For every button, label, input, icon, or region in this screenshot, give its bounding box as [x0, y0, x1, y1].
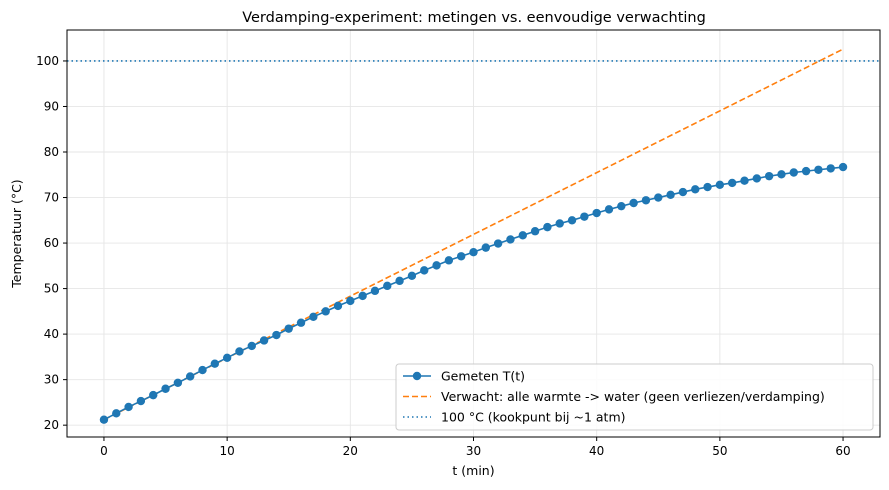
y-tick-label: 70: [44, 191, 59, 205]
measured-point: [629, 198, 638, 208]
y-tick-label: 40: [44, 327, 59, 341]
y-tick-label: 80: [44, 145, 59, 159]
x-tick-label: 50: [712, 444, 727, 458]
legend-entry-expected: Verwacht: alle warmte -> water (geen ver…: [403, 389, 825, 404]
y-tick-label: 60: [44, 236, 59, 250]
measured-point: [617, 201, 626, 211]
measured-point: [136, 396, 146, 406]
x-tick-label: 10: [219, 444, 234, 458]
measured-point: [284, 324, 293, 333]
measured-point: [173, 378, 183, 388]
measured-point: [321, 307, 330, 316]
measured-point: [814, 165, 823, 174]
measured-point: [764, 171, 774, 181]
measured-point: [666, 190, 675, 200]
legend-label-expected: Verwacht: alle warmte -> water (geen ver…: [441, 389, 825, 404]
measured-point: [678, 187, 688, 197]
legend-entry-measured: Gemeten T(t): [403, 369, 525, 384]
measured-point: [555, 219, 564, 228]
measured-point: [210, 359, 220, 368]
y-tick-label: 90: [44, 99, 59, 113]
y-tick-label: 30: [44, 373, 59, 387]
measured-point: [149, 390, 158, 400]
measured-point: [247, 341, 256, 351]
measured-point: [235, 347, 244, 356]
measured-point: [654, 193, 663, 202]
measured-point: [518, 231, 527, 240]
measured-point: [789, 168, 798, 177]
grid-lines: [67, 30, 880, 437]
measured-point: [161, 384, 170, 393]
measured-point: [346, 296, 355, 306]
x-tick-label: 20: [343, 444, 358, 458]
measured-point: [567, 216, 577, 225]
measured-point: [259, 336, 269, 345]
measured-point: [604, 205, 614, 214]
measured-point: [456, 252, 466, 261]
measured-point: [691, 185, 700, 194]
measured-point: [777, 170, 786, 179]
y-axis-label: Temperatuur (°C): [9, 179, 24, 288]
x-tick-label: 30: [466, 444, 481, 458]
measured-point: [703, 182, 712, 192]
measured-point: [592, 208, 601, 218]
x-tick-label: 60: [835, 444, 850, 458]
chart-title: Verdamping-experiment: metingen vs. eenv…: [242, 10, 706, 26]
measured-point: [752, 174, 762, 183]
measured-point: [727, 178, 737, 188]
legend-box: [395, 363, 874, 431]
measured-point: [740, 176, 749, 185]
measured-point: [444, 256, 454, 265]
plot-area: [67, 48, 880, 424]
measured-point: [493, 239, 503, 248]
measured-point: [543, 222, 552, 232]
measured-point: [333, 301, 343, 311]
legend-marker-measured: [412, 371, 422, 381]
measured-point: [506, 235, 515, 244]
measured-point: [641, 196, 651, 205]
x-axis-ticks: 0 10 20 30 40 50 60: [100, 437, 851, 458]
measured-point: [99, 415, 109, 424]
measured-point: [185, 372, 195, 381]
legend-label-measured: Gemeten T(t): [441, 369, 525, 384]
measured-point: [838, 162, 848, 172]
legend-entry-boiling-point: 100 °C (kookpunt bij ~1 atm): [403, 410, 626, 425]
measured-point: [715, 180, 725, 189]
measured-point: [222, 353, 232, 362]
measured-point: [580, 212, 589, 221]
y-tick-label: 50: [44, 282, 59, 296]
x-tick-label: 0: [100, 444, 108, 458]
measured-point: [530, 227, 540, 236]
measured-point: [826, 164, 835, 173]
x-tick-label: 40: [589, 444, 604, 458]
measured-point: [370, 286, 380, 296]
legend: Gemeten T(t) Verwacht: alle warmte -> wa…: [395, 363, 874, 431]
measured-point: [395, 276, 404, 286]
x-axis-label: t (min): [452, 463, 494, 478]
legend-label-boiling-point: 100 °C (kookpunt bij ~1 atm): [441, 410, 626, 425]
measured-point: [407, 271, 417, 281]
y-axis-ticks: 20 30 40 50 60 70 80 90 100: [36, 54, 67, 432]
measured-point: [296, 318, 306, 327]
measured-point: [481, 243, 491, 252]
measured-point: [124, 402, 133, 412]
measured-point: [801, 166, 811, 176]
measured-point: [432, 261, 441, 270]
measured-point: [358, 291, 367, 301]
y-tick-label: 20: [44, 418, 59, 432]
measured-point: [272, 330, 281, 340]
measured-point: [420, 266, 429, 275]
measured-point: [198, 365, 207, 375]
measured-point: [309, 312, 318, 322]
measured-point: [469, 247, 478, 257]
measured-point: [112, 409, 121, 418]
measured-point: [383, 281, 392, 291]
y-tick-label: 100: [36, 54, 59, 68]
